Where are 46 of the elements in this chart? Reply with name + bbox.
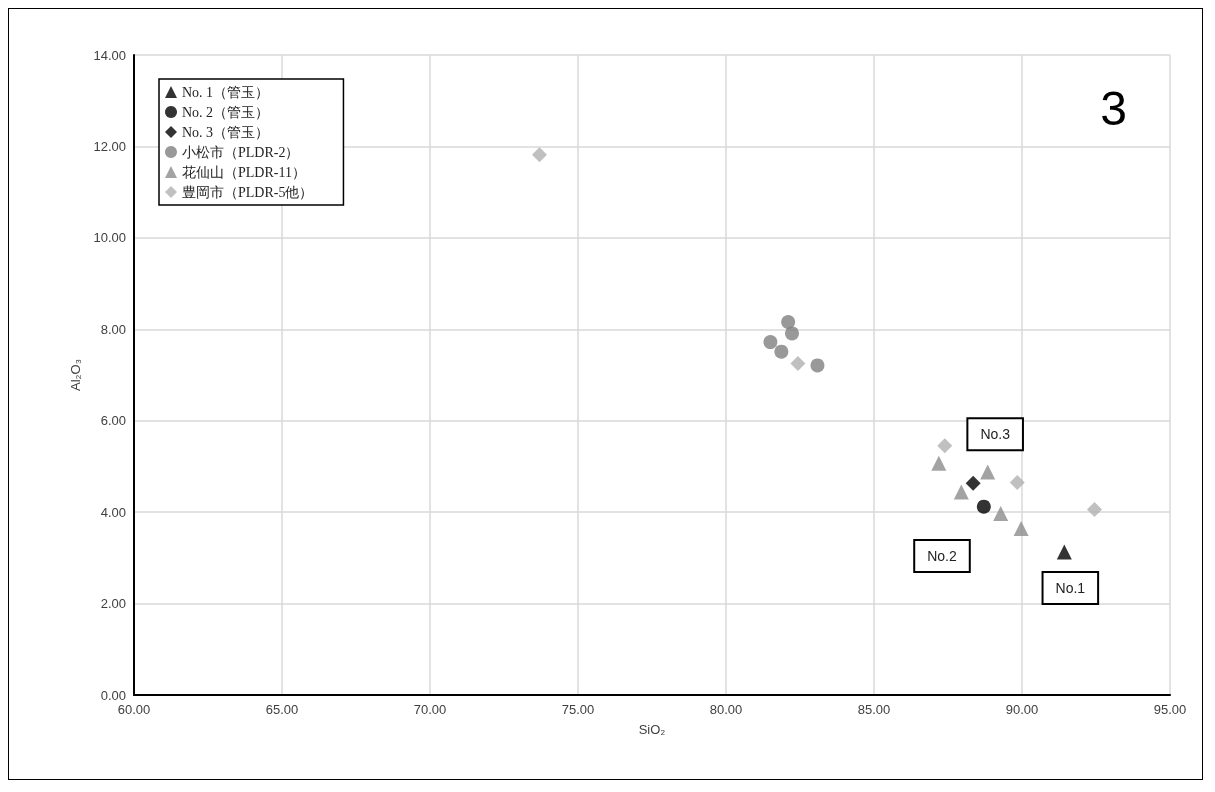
x-tick-label: 80.00 — [709, 702, 743, 717]
y-tick-label: 4.00 — [100, 504, 126, 520]
point — [790, 356, 806, 372]
point — [810, 358, 825, 373]
x-tick-label: 60.00 — [117, 702, 151, 717]
legend-label: 花仙山（PLDR-11） — [182, 164, 306, 180]
legend-label: 豊岡市（PLDR-5他） — [182, 184, 314, 200]
point — [532, 147, 548, 163]
y-tick-label: 0.00 — [100, 687, 126, 703]
annotation: No.3 — [980, 426, 1011, 443]
point — [774, 344, 789, 359]
annotation: 3 — [1100, 81, 1128, 135]
y-tick-label: 2.00 — [100, 596, 126, 612]
point — [763, 335, 778, 350]
y-tick-label: 10.00 — [93, 230, 126, 246]
point — [965, 475, 981, 491]
x-tick-label: 90.00 — [1005, 702, 1039, 717]
x-axis-title: SiO₂ — [638, 722, 666, 737]
legend-label: No. 3（管玉） — [182, 124, 270, 140]
point — [993, 506, 1009, 522]
legend-label: 小松市（PLDR-2） — [182, 144, 300, 160]
x-tick-label: 75.00 — [561, 702, 595, 717]
point — [785, 326, 800, 341]
legend-label: No. 1（管玉） — [182, 84, 270, 100]
point — [937, 438, 953, 454]
point — [1013, 521, 1029, 537]
point — [781, 314, 796, 329]
y-tick-label: 12.00 — [93, 138, 126, 154]
y-tick-label: 8.00 — [100, 321, 126, 337]
y-tick-label: 6.00 — [100, 413, 126, 429]
point — [1056, 544, 1072, 560]
legend-label: No. 2（管玉） — [182, 104, 270, 120]
annotation: No.1 — [1055, 579, 1086, 596]
x-tick-label: 65.00 — [265, 702, 299, 717]
y-tick-label: 14.00 — [93, 47, 126, 63]
y-axis-title: Al₂O₃ — [68, 358, 83, 392]
point — [976, 499, 991, 514]
point — [1009, 474, 1025, 490]
x-tick-label: 85.00 — [857, 702, 891, 717]
point — [953, 484, 969, 500]
point — [980, 464, 996, 480]
point — [931, 455, 947, 471]
x-tick-label: 70.00 — [413, 702, 447, 717]
point — [1087, 501, 1103, 517]
annotation: No.2 — [927, 548, 957, 564]
x-tick-label: 95.00 — [1153, 702, 1187, 717]
